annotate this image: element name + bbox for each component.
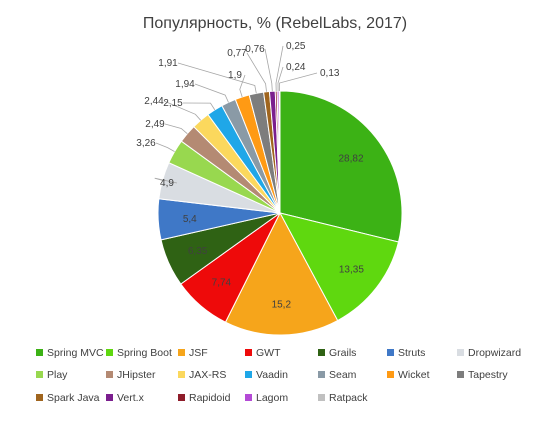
legend-item: JAX-RS [178, 369, 226, 381]
legend-item: Grails [318, 347, 356, 359]
legend-swatch [318, 349, 325, 356]
legend-item: Play [36, 369, 68, 381]
data-label: 0,24 [286, 62, 306, 73]
legend-label: Struts [398, 347, 425, 359]
leader-line [275, 45, 284, 92]
legend-swatch [36, 371, 43, 378]
legend-swatch [387, 349, 394, 356]
legend-swatch [106, 394, 113, 401]
legend-swatch [178, 349, 185, 356]
legend-swatch [318, 371, 325, 378]
legend-swatch [36, 394, 43, 401]
pie-slice-spring-boot [279, 212, 400, 322]
leader-line [182, 102, 216, 111]
data-label: 7,74 [212, 278, 232, 289]
legend-label: Spark Java [47, 392, 100, 404]
leader-line [155, 142, 175, 152]
leader-line [163, 100, 201, 121]
legend-label: GWT [256, 347, 281, 359]
legend-label: JSF [189, 347, 208, 359]
leader-line [239, 74, 246, 98]
legend-swatch [457, 371, 464, 378]
pie-slice-jsf [224, 211, 339, 336]
legend-item: Dropwizard [457, 347, 521, 359]
leader-line [264, 48, 273, 92]
legend-label: Lagom [256, 392, 288, 404]
data-label: 1,94 [175, 79, 195, 90]
legend-item: Spring MVC [36, 347, 104, 359]
legend-swatch [245, 394, 252, 401]
data-label: 0,77 [227, 48, 247, 59]
legend-swatch [178, 394, 185, 401]
legend-item: GWT [245, 347, 281, 359]
data-label: 0,76 [245, 44, 265, 55]
leader-line [177, 62, 257, 94]
legend-swatch [106, 349, 113, 356]
legend-label: Spring MVC [47, 347, 104, 359]
data-label: 0,25 [286, 41, 306, 52]
legend-label: Tapestry [468, 369, 508, 381]
legend-swatch [318, 394, 325, 401]
legend-swatch [245, 371, 252, 378]
leader-line [246, 52, 267, 92]
legend-item: JSF [178, 347, 208, 359]
legend-item: Wicket [387, 369, 430, 381]
leader-line [154, 177, 178, 184]
legend-swatch [245, 349, 252, 356]
legend-label: Spring Boot [117, 347, 172, 359]
legend-item: JHipster [106, 369, 156, 381]
pie-slices [157, 90, 403, 336]
data-label: 2,44 [144, 96, 164, 107]
legend-label: Vert.x [117, 392, 145, 404]
legend-swatch [457, 349, 464, 356]
legend-item: Struts [387, 347, 425, 359]
data-label: 1,9 [228, 70, 242, 81]
legend-label: JHipster [117, 369, 156, 381]
leader-line [194, 83, 229, 103]
data-label: 15,2 [272, 299, 292, 310]
legend-label: Seam [329, 369, 357, 381]
data-label: 0,13 [320, 68, 340, 79]
legend-swatch [387, 371, 394, 378]
chart-title: Популярность, % (RebelLabs, 2017) [143, 15, 407, 32]
legend-item: Tapestry [457, 369, 508, 381]
data-label: 28,82 [338, 153, 363, 164]
legend-label: Dropwizard [468, 347, 521, 359]
data-label: 4,9 [160, 178, 174, 189]
data-label: 13,35 [339, 264, 364, 275]
legend-label: JAX-RS [189, 369, 226, 381]
legend-label: Play [47, 369, 68, 381]
leader-line [277, 66, 284, 92]
legend-label: Wicket [398, 369, 430, 381]
legend-item: Spark Java [36, 392, 100, 404]
data-label: 2,15 [163, 98, 183, 109]
data-label: 5,4 [183, 214, 197, 225]
legend-swatch [106, 371, 113, 378]
legend-item: Rapidoid [178, 392, 231, 404]
legend-item: Lagom [245, 392, 288, 404]
data-labels: 28,82 13,35 15,2 7,74 6,35 5,4 4,9 3,26 2,49 2,44… [136, 41, 364, 310]
leader-lines [154, 45, 318, 184]
data-label: 3,26 [136, 138, 156, 149]
data-label: 2,49 [145, 119, 165, 130]
data-label: 1,91 [158, 58, 178, 69]
legend-item: Vaadin [245, 369, 288, 381]
data-label: 6,35 [188, 246, 208, 257]
leader-line [279, 72, 318, 91]
legend-item: Seam [318, 369, 357, 381]
legend-label: Grails [329, 347, 356, 359]
legend-item: Vert.x [106, 392, 145, 404]
legend: Spring MVC Spring Boot JSF GWT Grails Struts D… [36, 347, 521, 404]
legend-swatch [36, 349, 43, 356]
legend-item: Ratpack [318, 392, 368, 404]
legend-label: Ratpack [329, 392, 368, 404]
legend-label: Rapidoid [189, 392, 231, 404]
legend-label: Vaadin [256, 369, 288, 381]
leader-line [164, 123, 188, 135]
legend-swatch [178, 371, 185, 378]
legend-item: Spring Boot [106, 347, 172, 359]
pie-slice-spring-mvc [279, 90, 403, 243]
